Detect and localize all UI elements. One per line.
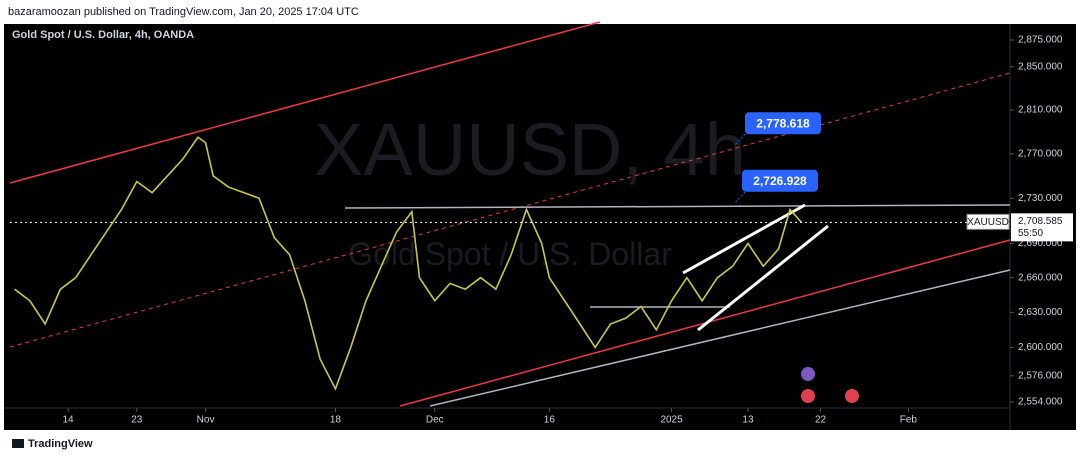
y-tick-label: 2,600.000 bbox=[1018, 342, 1063, 353]
callout-label: 2,778.618 bbox=[756, 116, 810, 130]
x-tick-label: 13 bbox=[742, 415, 754, 426]
y-tick-label: 2,690.000 bbox=[1018, 238, 1063, 249]
x-tick-label: Feb bbox=[900, 415, 918, 426]
watermark-subtitle: Gold Spot / U.S. Dollar bbox=[348, 236, 672, 272]
callout-label: 2,726.928 bbox=[753, 174, 807, 188]
trend-line bbox=[9, 21, 601, 184]
symbol-label: XAUUSD bbox=[967, 217, 1009, 228]
y-tick-label: 2,810.000 bbox=[1018, 105, 1063, 116]
y-tick-label: 2,875.000 bbox=[1018, 35, 1063, 46]
plot bbox=[9, 21, 1011, 407]
channel-line bbox=[682, 203, 806, 275]
y-tick-label: 2,850.000 bbox=[1018, 61, 1063, 72]
symbol-tag bbox=[966, 213, 1010, 230]
y-tick-label: 2,576.000 bbox=[1018, 370, 1063, 381]
x-tick-label: 2025 bbox=[660, 415, 683, 426]
header: bazaramoozan published on TradingView.co… bbox=[8, 6, 359, 18]
y-tick-label: 2,554.000 bbox=[1018, 397, 1063, 408]
price-tag bbox=[1011, 213, 1073, 242]
x-tick-label: 23 bbox=[131, 415, 143, 426]
chart-title: Gold Spot / U.S. Dollar, 4h, OANDA bbox=[12, 29, 194, 41]
price-line bbox=[14, 136, 803, 391]
y-tick-label: 2,630.000 bbox=[1018, 307, 1063, 318]
trend-line bbox=[429, 269, 1011, 407]
x-tick-label: 16 bbox=[544, 415, 556, 426]
x-tick-label: Dec bbox=[426, 415, 444, 426]
footer: TradingView bbox=[28, 438, 93, 450]
chart-background bbox=[4, 24, 1076, 430]
event-icon[interactable] bbox=[845, 389, 859, 403]
event-icon[interactable] bbox=[801, 389, 815, 403]
price-label: 2,708.585 bbox=[1018, 216, 1063, 227]
x-tick-label: 18 bbox=[330, 415, 342, 426]
trend-line bbox=[9, 72, 1011, 348]
x-tick-label: Nov bbox=[197, 415, 215, 426]
callout-box bbox=[742, 169, 818, 192]
x-tick-label: 14 bbox=[62, 415, 74, 426]
event-icon[interactable] bbox=[801, 367, 815, 381]
logo bbox=[12, 439, 24, 448]
channel-line bbox=[697, 224, 829, 332]
watermark: XAUUSD, 4h bbox=[314, 108, 746, 191]
x-tick-label: 22 bbox=[815, 415, 827, 426]
y-tick-label: 2,730.000 bbox=[1018, 193, 1063, 204]
callout-box bbox=[745, 112, 821, 135]
callout-pointer bbox=[734, 133, 746, 146]
resistance-line bbox=[344, 204, 1011, 209]
y-tick-label: 2,770.000 bbox=[1018, 148, 1063, 159]
callout-pointer bbox=[734, 191, 746, 204]
countdown: 55:50 bbox=[1018, 228, 1043, 239]
y-tick-label: 2,660.000 bbox=[1018, 272, 1063, 283]
